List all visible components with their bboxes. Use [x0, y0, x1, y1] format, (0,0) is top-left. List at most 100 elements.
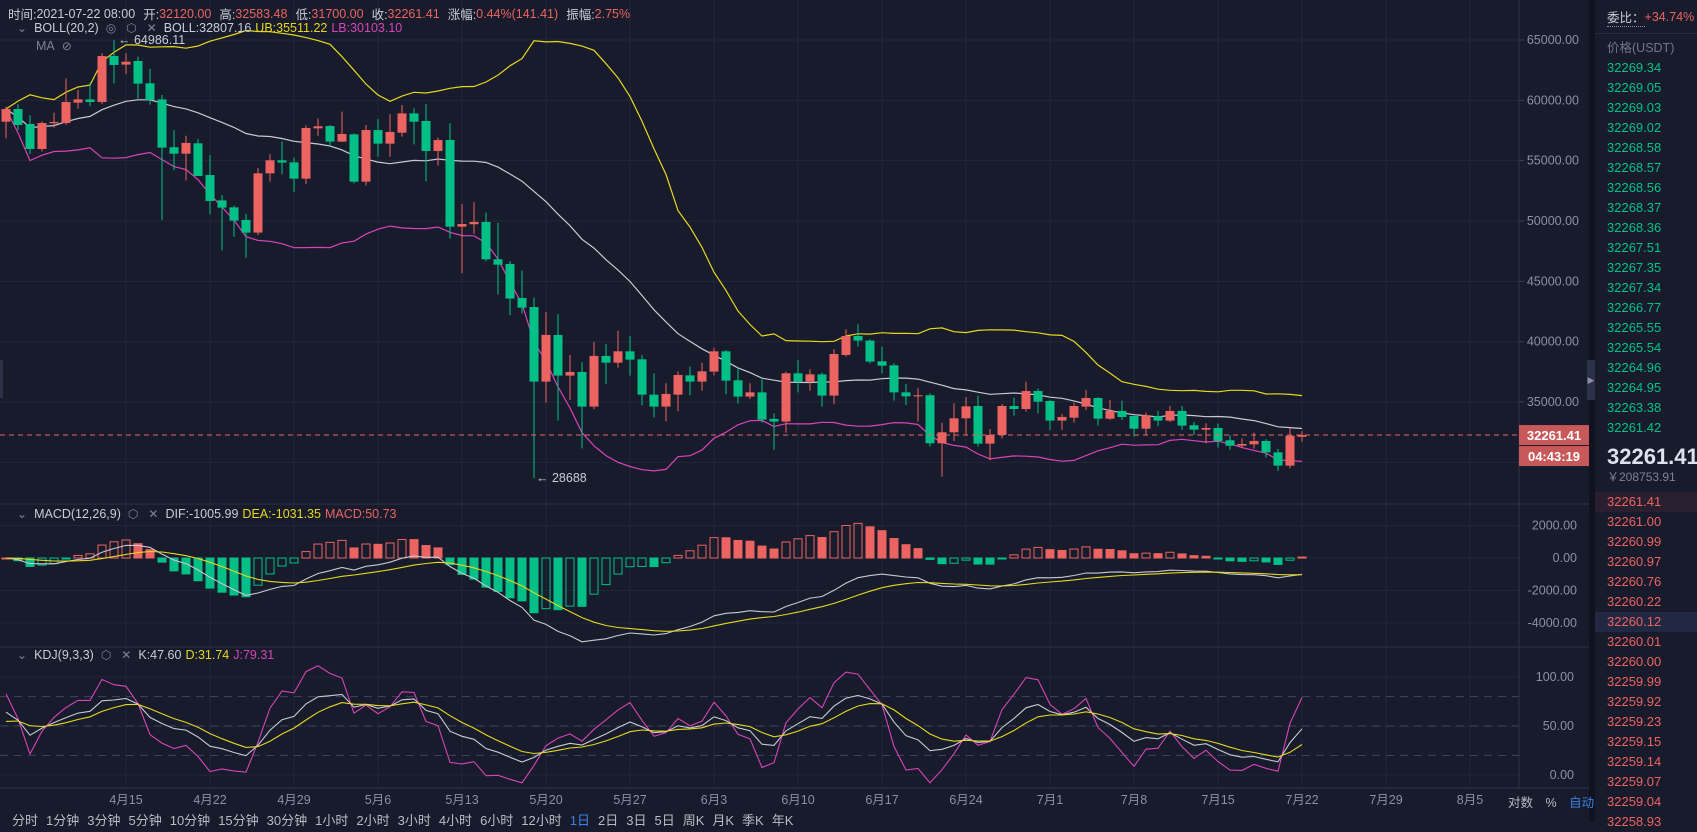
percent-scale-button[interactable]: %	[1545, 796, 1557, 810]
candle	[697, 362, 707, 391]
bid-row[interactable]: 32259.04	[1607, 794, 1662, 809]
panel-divider[interactable]	[1589, 0, 1595, 821]
bid-row[interactable]: 32259.15	[1607, 734, 1662, 749]
bid-row[interactable]: 32261.41	[1595, 492, 1697, 512]
close-icon[interactable]: ✕	[146, 21, 157, 35]
axes: 4月15 4月22 4月29 5月6 5月13 5月20 5月27 6月3 6月10 6月17 6月…	[0, 0, 1589, 807]
macd-histogram-bar	[541, 557, 551, 610]
close-icon[interactable]: ✕	[148, 507, 159, 521]
auto-scale-button[interactable]: 自动	[1569, 796, 1595, 810]
price-tick-label: 60000.00	[1527, 93, 1579, 107]
x-tick-label: 7月22	[1285, 793, 1318, 807]
ask-row[interactable]: 32264.96	[1607, 360, 1662, 375]
macd-name: MACD(12,26,9)	[34, 507, 121, 521]
ask-row[interactable]: 32267.35	[1607, 260, 1662, 275]
eye-icon[interactable]: ◎	[105, 21, 117, 35]
candle-body	[793, 373, 803, 382]
price-tick-label: 55000.00	[1527, 154, 1579, 168]
macd-tick-label: -2000.00	[1528, 584, 1577, 598]
ask-row[interactable]: 32261.42	[1607, 420, 1662, 435]
bid-row[interactable]: 32259.14	[1607, 754, 1662, 769]
log-scale-button[interactable]: 对数	[1508, 796, 1534, 810]
macd-histogram-bar	[1033, 546, 1043, 559]
ask-row[interactable]: 32265.54	[1607, 340, 1662, 355]
candle-body	[1177, 410, 1187, 426]
time-label: 时间:	[8, 8, 37, 22]
ask-row[interactable]: 32263.38	[1607, 400, 1662, 415]
candle	[85, 82, 95, 107]
candle	[1225, 434, 1235, 450]
ask-row[interactable]: 32269.34	[1607, 60, 1662, 75]
macd-histogram-bar	[793, 538, 803, 559]
candle-body	[169, 147, 179, 154]
candle	[1213, 423, 1223, 448]
bid-row[interactable]: 32259.92	[1607, 694, 1662, 709]
settings-icon[interactable]: ⬡	[100, 648, 112, 662]
candle-body	[1297, 435, 1307, 437]
bid-row[interactable]: 32260.99	[1607, 534, 1662, 549]
candle	[757, 379, 767, 423]
candle	[685, 366, 695, 396]
candle-body	[997, 405, 1007, 435]
ask-row[interactable]: 32266.77	[1607, 300, 1662, 315]
chevron-down-icon[interactable]: ⌄	[17, 21, 28, 35]
candle	[1141, 412, 1151, 435]
kline-chart[interactable]: 4月15 4月22 4月29 5月6 5月13 5月20 5月27 6月3 6月10 6月17 6月…	[0, 0, 1589, 821]
candle-body	[829, 353, 839, 396]
macd-histogram-bar	[889, 538, 899, 559]
candle-body	[457, 224, 467, 227]
left-panel-toggle[interactable]	[0, 360, 3, 398]
open-value: 32120.00	[159, 6, 212, 21]
close-icon[interactable]: ✕	[121, 648, 132, 662]
ask-row[interactable]: 32269.05	[1607, 80, 1662, 95]
collapse-orderbook-button[interactable]: ▶	[1587, 360, 1595, 400]
candle	[1033, 388, 1043, 414]
macd-histogram-bar	[565, 557, 575, 607]
eye-off-icon[interactable]: ⊘	[61, 39, 72, 53]
candle-body	[745, 392, 755, 397]
bid-row[interactable]: 32260.00	[1607, 654, 1662, 669]
bid-row[interactable]: 32259.23	[1607, 714, 1662, 729]
settings-icon[interactable]: ⬡	[126, 21, 137, 35]
ask-row[interactable]: 32268.37	[1607, 200, 1662, 215]
macd-histogram-bar	[385, 542, 395, 559]
ask-row[interactable]: 32268.56	[1607, 180, 1662, 195]
ask-row[interactable]: 32268.36	[1607, 220, 1662, 235]
ask-row[interactable]: 32264.95	[1607, 380, 1662, 395]
ask-row[interactable]: 32268.58	[1607, 140, 1662, 155]
macd-histogram-bar	[181, 557, 191, 575]
candle-body	[1057, 416, 1067, 421]
ask-row[interactable]: 32267.34	[1607, 280, 1662, 295]
bid-row[interactable]: 32260.01	[1607, 634, 1662, 649]
bid-row[interactable]: 32260.97	[1607, 554, 1662, 569]
order-ratio: 委比： +34.74%	[1595, 0, 1697, 34]
bid-row[interactable]: 32260.12	[1595, 612, 1697, 632]
bid-row[interactable]: 32259.07	[1607, 774, 1662, 789]
candle-body	[925, 395, 935, 444]
candle-body	[109, 56, 119, 65]
chevron-down-icon[interactable]: ⌄	[17, 507, 28, 521]
boll-ub-value: UB:35511.22	[255, 21, 328, 35]
ask-row[interactable]: 32269.02	[1607, 120, 1662, 135]
bid-row[interactable]: 32260.76	[1607, 574, 1662, 589]
boll-name: BOLL(20,2)	[34, 21, 99, 35]
chevron-down-icon[interactable]: ⌄	[17, 648, 28, 662]
candle	[1081, 390, 1091, 410]
bid-row[interactable]: 32259.99	[1607, 674, 1662, 689]
settings-icon[interactable]: ⬡	[127, 507, 139, 521]
kdj-d-line	[5, 701, 1303, 758]
candle	[673, 371, 683, 412]
bid-row[interactable]: 32261.00	[1607, 514, 1662, 529]
candle-body	[1033, 391, 1043, 402]
ask-row[interactable]: 32265.55	[1607, 320, 1662, 335]
ask-row[interactable]: 32269.03	[1607, 100, 1662, 115]
candle	[781, 371, 791, 433]
ask-row[interactable]: 32267.51	[1607, 240, 1662, 255]
macd-histogram-bar	[709, 537, 719, 559]
bid-row[interactable]: 32260.22	[1607, 594, 1662, 609]
candle	[505, 260, 515, 316]
candle-body	[49, 121, 59, 124]
macd-histogram-bar	[409, 539, 419, 559]
ask-row[interactable]: 32268.57	[1607, 160, 1662, 175]
bid-row[interactable]: 32258.93	[1607, 814, 1662, 829]
